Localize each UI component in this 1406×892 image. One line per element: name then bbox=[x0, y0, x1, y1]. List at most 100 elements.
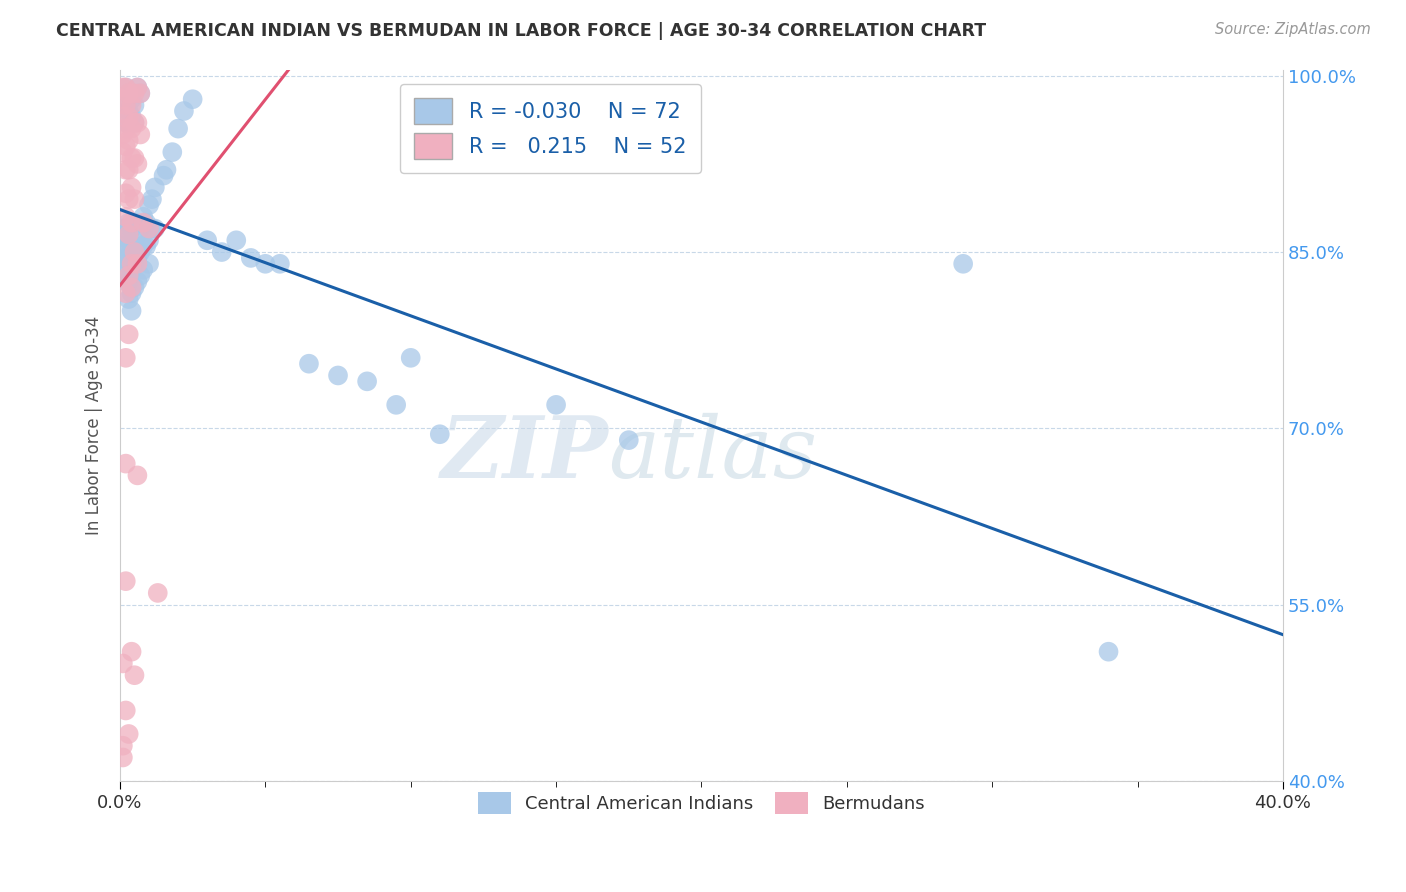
Point bbox=[385, 398, 408, 412]
Point bbox=[121, 286, 143, 301]
Point bbox=[135, 216, 157, 230]
Point bbox=[121, 280, 143, 294]
Point bbox=[124, 668, 146, 682]
Point bbox=[121, 216, 143, 230]
Point bbox=[546, 398, 568, 412]
Point bbox=[111, 145, 134, 160]
Point bbox=[111, 262, 134, 277]
Point bbox=[326, 368, 349, 383]
Point bbox=[114, 80, 136, 95]
Point bbox=[146, 586, 169, 600]
Point bbox=[111, 92, 134, 106]
Point bbox=[114, 239, 136, 253]
Point bbox=[399, 351, 422, 365]
Point bbox=[141, 192, 163, 206]
Point bbox=[1097, 645, 1119, 659]
Point bbox=[121, 121, 143, 136]
Point bbox=[124, 116, 146, 130]
Point bbox=[211, 245, 233, 260]
Point bbox=[127, 274, 149, 288]
Point bbox=[114, 351, 136, 365]
Point bbox=[114, 80, 136, 95]
Point bbox=[118, 192, 141, 206]
Point bbox=[111, 251, 134, 265]
Point bbox=[118, 251, 141, 265]
Point bbox=[298, 357, 321, 371]
Point bbox=[124, 245, 146, 260]
Point bbox=[111, 221, 134, 235]
Point bbox=[118, 133, 141, 147]
Point bbox=[121, 110, 143, 124]
Point bbox=[617, 433, 640, 447]
Point bbox=[121, 239, 143, 253]
Point bbox=[129, 87, 152, 101]
Text: CENTRAL AMERICAN INDIAN VS BERMUDAN IN LABOR FORCE | AGE 30-34 CORRELATION CHART: CENTRAL AMERICAN INDIAN VS BERMUDAN IN L… bbox=[56, 22, 987, 40]
Point bbox=[138, 233, 160, 247]
Point bbox=[129, 245, 152, 260]
Point bbox=[135, 239, 157, 253]
Point bbox=[124, 280, 146, 294]
Point bbox=[127, 116, 149, 130]
Point bbox=[114, 186, 136, 201]
Point bbox=[952, 257, 974, 271]
Point bbox=[124, 87, 146, 101]
Point bbox=[114, 703, 136, 717]
Point bbox=[124, 192, 146, 206]
Point bbox=[121, 262, 143, 277]
Point bbox=[138, 221, 160, 235]
Point bbox=[124, 151, 146, 165]
Point bbox=[132, 216, 155, 230]
Point bbox=[127, 468, 149, 483]
Point bbox=[121, 303, 143, 318]
Point bbox=[152, 169, 174, 183]
Point bbox=[167, 121, 190, 136]
Point bbox=[124, 116, 146, 130]
Point bbox=[111, 80, 134, 95]
Point bbox=[121, 257, 143, 271]
Point bbox=[269, 257, 291, 271]
Point bbox=[114, 116, 136, 130]
Legend: Central American Indians, Bermudans: Central American Indians, Bermudans bbox=[467, 781, 935, 825]
Point bbox=[173, 103, 195, 118]
Point bbox=[121, 645, 143, 659]
Point bbox=[127, 227, 149, 242]
Point bbox=[118, 87, 141, 101]
Point bbox=[129, 268, 152, 283]
Point bbox=[141, 221, 163, 235]
Point bbox=[132, 239, 155, 253]
Point bbox=[127, 80, 149, 95]
Point bbox=[124, 216, 146, 230]
Point bbox=[118, 216, 141, 230]
Point bbox=[114, 574, 136, 589]
Point bbox=[118, 292, 141, 306]
Point bbox=[132, 262, 155, 277]
Point bbox=[138, 257, 160, 271]
Point bbox=[111, 739, 134, 753]
Point bbox=[356, 375, 378, 389]
Point bbox=[143, 180, 166, 194]
Text: atlas: atlas bbox=[609, 412, 817, 495]
Point bbox=[127, 251, 149, 265]
Point bbox=[114, 221, 136, 235]
Point bbox=[111, 128, 134, 142]
Point bbox=[111, 657, 134, 671]
Point bbox=[118, 274, 141, 288]
Point bbox=[118, 727, 141, 741]
Point bbox=[127, 80, 149, 95]
Point bbox=[181, 92, 204, 106]
Point bbox=[239, 251, 262, 265]
Point bbox=[124, 257, 146, 271]
Point bbox=[129, 221, 152, 235]
Point bbox=[254, 257, 277, 271]
Point bbox=[118, 110, 141, 124]
Point bbox=[124, 98, 146, 112]
Point bbox=[111, 750, 134, 764]
Point bbox=[114, 98, 136, 112]
Point bbox=[162, 145, 184, 160]
Point bbox=[127, 157, 149, 171]
Point bbox=[114, 210, 136, 224]
Point bbox=[429, 427, 451, 442]
Point bbox=[118, 162, 141, 177]
Point bbox=[118, 103, 141, 118]
Text: Source: ZipAtlas.com: Source: ZipAtlas.com bbox=[1215, 22, 1371, 37]
